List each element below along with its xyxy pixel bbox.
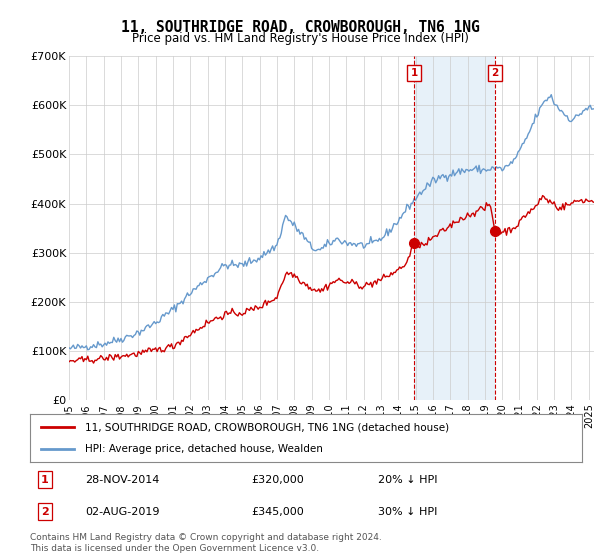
Text: 1: 1 <box>410 68 418 78</box>
Text: £345,000: £345,000 <box>251 507 304 517</box>
Text: 02-AUG-2019: 02-AUG-2019 <box>85 507 160 517</box>
Text: 11, SOUTHRIDGE ROAD, CROWBOROUGH, TN6 1NG (detached house): 11, SOUTHRIDGE ROAD, CROWBOROUGH, TN6 1N… <box>85 422 449 432</box>
Text: 30% ↓ HPI: 30% ↓ HPI <box>378 507 437 517</box>
Text: 11, SOUTHRIDGE ROAD, CROWBOROUGH, TN6 1NG: 11, SOUTHRIDGE ROAD, CROWBOROUGH, TN6 1N… <box>121 20 479 35</box>
Text: 20% ↓ HPI: 20% ↓ HPI <box>378 475 437 484</box>
Text: Price paid vs. HM Land Registry's House Price Index (HPI): Price paid vs. HM Land Registry's House … <box>131 32 469 45</box>
Text: 1: 1 <box>41 475 49 484</box>
Text: Contains HM Land Registry data © Crown copyright and database right 2024.
This d: Contains HM Land Registry data © Crown c… <box>30 533 382 553</box>
Text: 28-NOV-2014: 28-NOV-2014 <box>85 475 160 484</box>
Bar <box>414 56 495 400</box>
Text: HPI: Average price, detached house, Wealden: HPI: Average price, detached house, Weal… <box>85 444 323 454</box>
Text: 2: 2 <box>491 68 499 78</box>
Text: 2: 2 <box>41 507 49 517</box>
Text: £320,000: £320,000 <box>251 475 304 484</box>
